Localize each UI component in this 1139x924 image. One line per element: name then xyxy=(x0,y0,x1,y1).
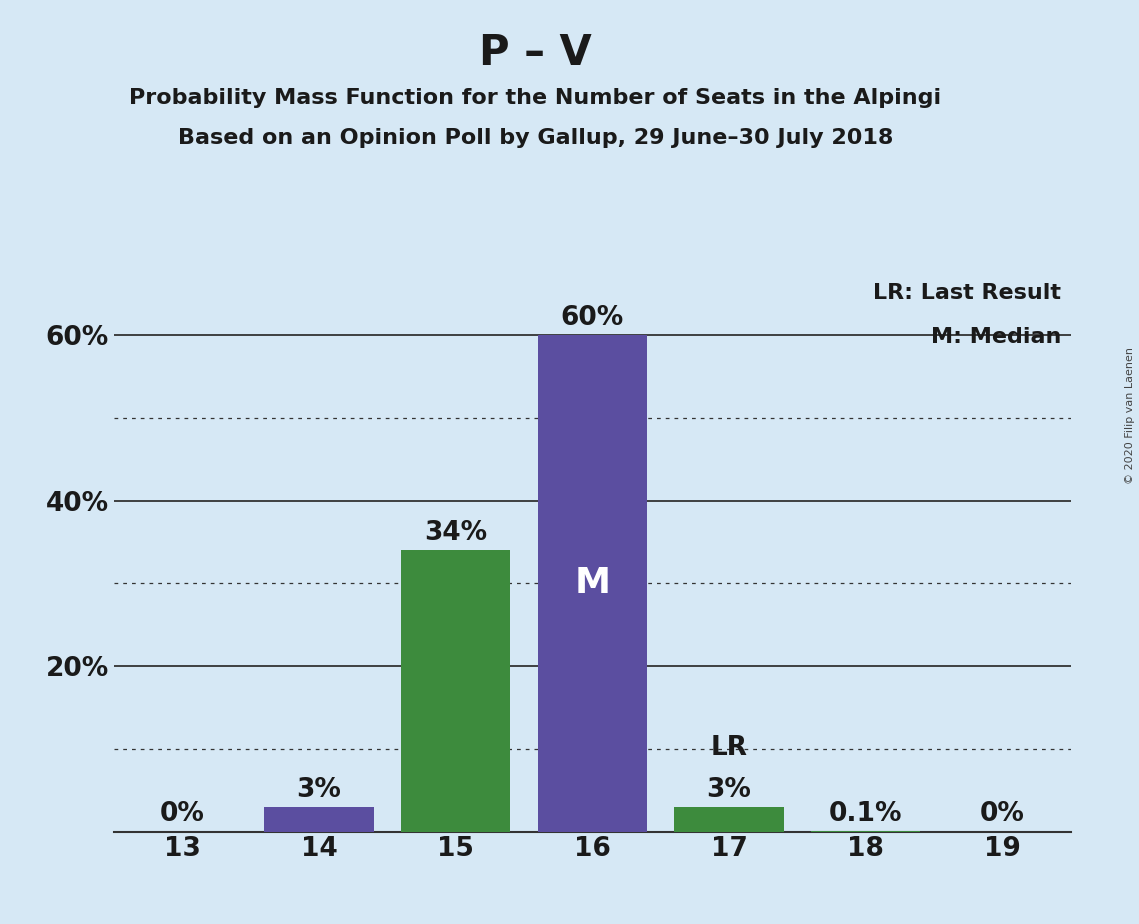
Text: Probability Mass Function for the Number of Seats in the Alpingi: Probability Mass Function for the Number… xyxy=(129,88,942,108)
Bar xyxy=(538,335,647,832)
Text: P – V: P – V xyxy=(480,32,591,74)
Text: M: Median: M: Median xyxy=(931,327,1062,347)
Text: 3%: 3% xyxy=(296,777,342,803)
Text: LR: Last Result: LR: Last Result xyxy=(874,283,1062,303)
Text: M: M xyxy=(574,566,611,601)
Text: LR: LR xyxy=(711,736,747,761)
Text: 3%: 3% xyxy=(706,777,752,803)
Bar xyxy=(674,807,784,832)
Text: 0%: 0% xyxy=(159,801,205,828)
Text: 60%: 60% xyxy=(560,305,624,331)
Text: Based on an Opinion Poll by Gallup, 29 June–30 July 2018: Based on an Opinion Poll by Gallup, 29 J… xyxy=(178,128,893,148)
Text: 0.1%: 0.1% xyxy=(829,800,902,827)
Text: 0%: 0% xyxy=(980,801,1025,828)
Text: © 2020 Filip van Laenen: © 2020 Filip van Laenen xyxy=(1125,347,1134,484)
Text: 34%: 34% xyxy=(424,520,487,546)
Bar xyxy=(264,807,374,832)
Bar xyxy=(401,551,510,832)
